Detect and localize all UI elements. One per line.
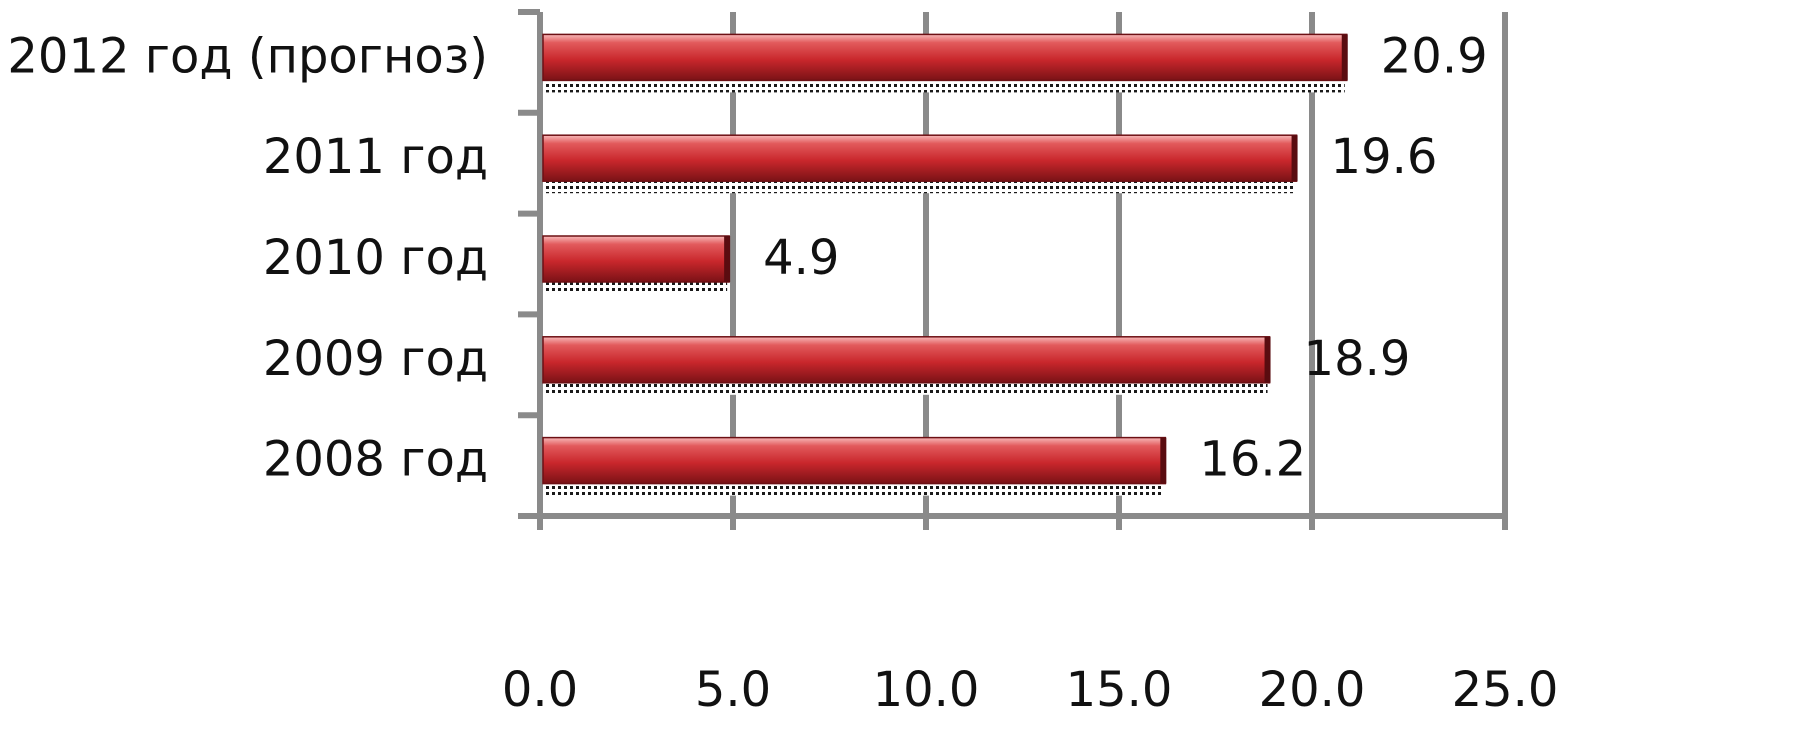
bar [542, 134, 1298, 182]
bar [542, 235, 730, 283]
bars [542, 33, 1348, 496]
axes [518, 9, 1508, 519]
category-label: 2011 год [263, 129, 488, 185]
x-tick-label: 5.0 [695, 662, 771, 718]
x-tick-label: 10.0 [873, 662, 980, 718]
bar-end-cap [1291, 135, 1298, 182]
bar-shadow [546, 380, 1268, 395]
bar [542, 436, 1167, 485]
category-label: 2010 год [263, 230, 488, 286]
bar-shadow [546, 179, 1295, 194]
x-tick-label: 20.0 [1259, 662, 1366, 718]
data-label: 16.2 [1199, 432, 1306, 488]
category-label: 2012 год (прогноз) [7, 28, 488, 84]
data-label: 20.9 [1381, 28, 1488, 84]
x-tick-label: 0.0 [502, 662, 578, 718]
bar [542, 33, 1348, 82]
category-label: 2008 год [263, 432, 488, 488]
data-label: 18.9 [1304, 331, 1411, 387]
x-tick-label: 15.0 [1066, 662, 1173, 718]
bar-shadow [546, 78, 1345, 93]
data-label: 4.9 [763, 230, 839, 286]
bar-end-cap [1264, 336, 1271, 383]
data-label: 19.6 [1331, 129, 1438, 185]
bar [542, 336, 1271, 384]
category-label: 2009 год [263, 331, 488, 387]
bar-shadow [546, 481, 1164, 496]
bar-end-cap [1341, 34, 1348, 81]
x-tick-label: 25.0 [1452, 662, 1559, 718]
labels: 0.0 5.0 10.0 15.0 20.0 25.0 2012 год (прогноз)… [7, 28, 1558, 718]
bar-end-cap [1160, 437, 1167, 484]
bar-end-cap [724, 236, 731, 282]
bar-shadow [546, 280, 728, 294]
